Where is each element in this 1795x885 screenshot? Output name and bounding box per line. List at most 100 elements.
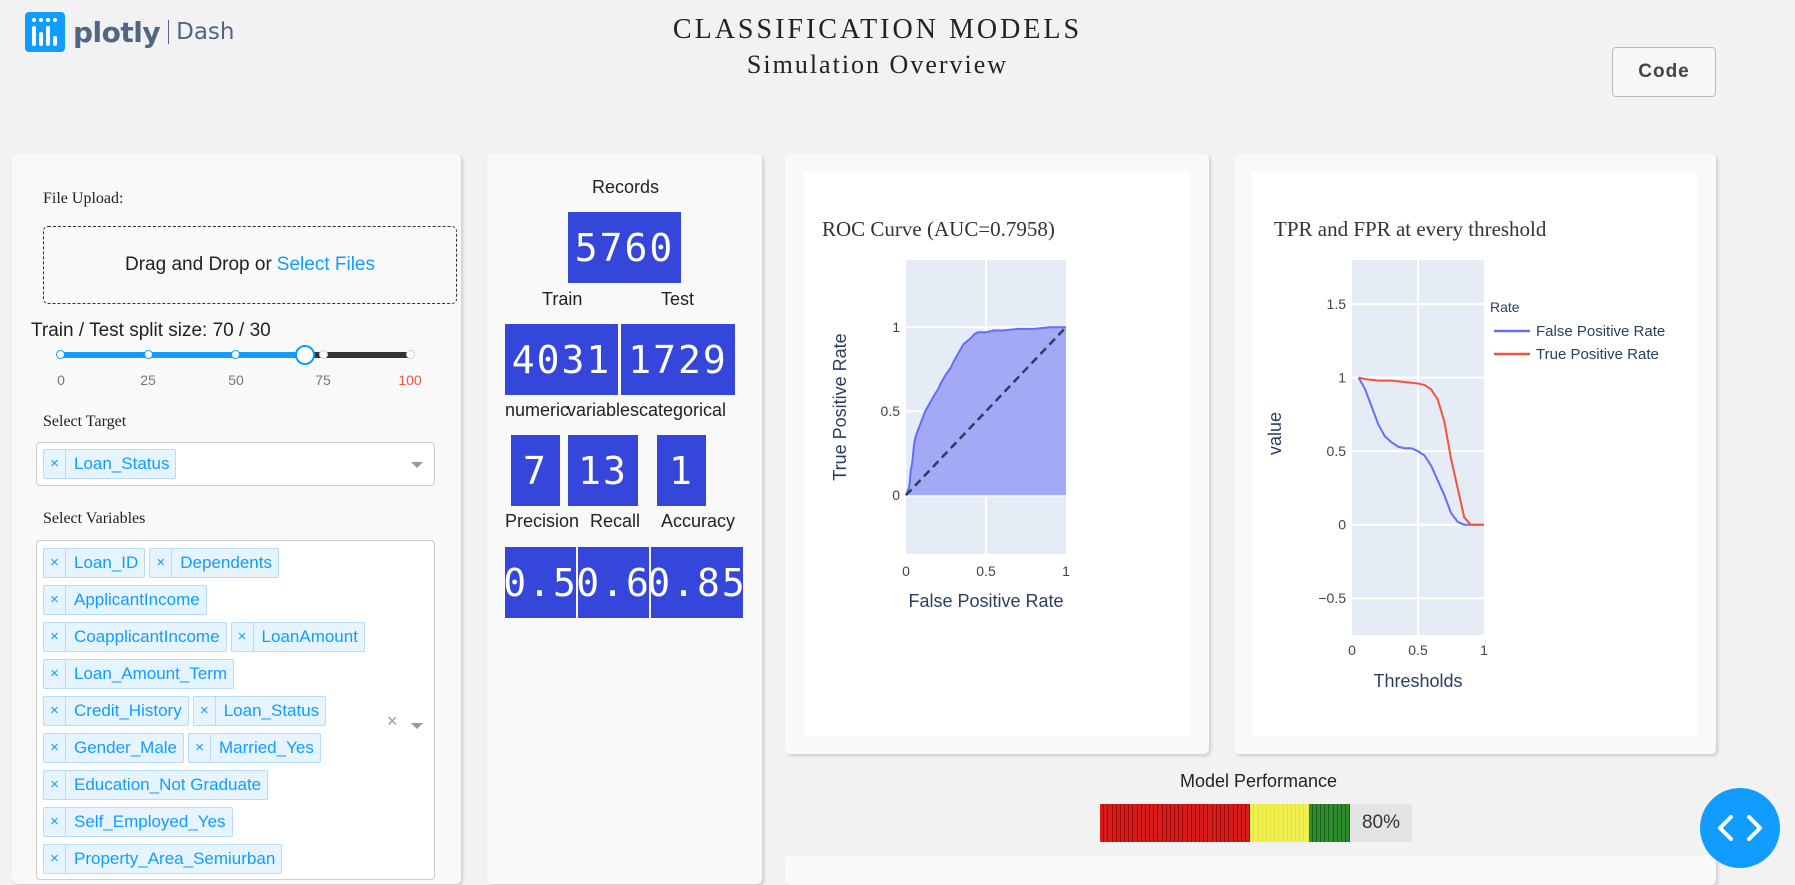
accuracy-display: 0.85 (647, 547, 745, 618)
target-dropdown[interactable]: × Loan_Status (36, 442, 435, 486)
remove-chip-icon[interactable]: × (232, 623, 254, 651)
code-button[interactable]: Code (1612, 47, 1716, 97)
product-name: Dash (176, 19, 235, 45)
y-tick-label: 0 (1338, 517, 1346, 533)
chip-label: Loan_Status (74, 454, 170, 473)
gauge-segment (1250, 804, 1255, 842)
gauge-segment (1183, 804, 1188, 842)
slider-tick-label: 0 (57, 372, 65, 388)
remove-chip-icon[interactable]: × (44, 697, 66, 725)
gauge-segment (1283, 804, 1288, 842)
remove-chip-icon[interactable]: × (189, 734, 212, 762)
gauge-segment (1321, 804, 1326, 842)
legend-item: True Positive Rate (1536, 346, 1659, 363)
file-upload-dropzone[interactable]: Drag and Drop or Select Files (43, 226, 457, 304)
upload-text: Drag and Drop or (125, 254, 272, 275)
remove-chip-icon[interactable]: × (44, 660, 66, 688)
series-line-1 (1358, 376, 1484, 526)
gauge-segment (1246, 804, 1251, 842)
gauge-segment (1241, 804, 1247, 842)
gauge-segment (1337, 804, 1342, 842)
chevron-down-icon[interactable] (411, 462, 423, 468)
roc-chart[interactable]: 0 0.5 1 0 0.5 1 False Positive Rate True Positi… (785, 154, 1209, 754)
remove-chip-icon[interactable]: × (44, 450, 66, 478)
y-tick-label: 1.5 (1327, 296, 1347, 312)
chevron-down-icon[interactable] (411, 723, 423, 729)
gauge-segment (1220, 804, 1226, 842)
gauge-segment (1304, 804, 1309, 842)
variable-chip: × CoapplicantIncome (43, 622, 227, 652)
gauge-segment (1308, 804, 1313, 842)
x-tick-label: 1 (1062, 563, 1070, 579)
code-toggle-button[interactable] (1700, 788, 1780, 868)
target-chip: × Loan_Status (43, 449, 177, 479)
chip-label: CoapplicantIncome (74, 627, 220, 646)
roc-chart-title: ROC Curve (AUC=0.7958) (822, 217, 1055, 241)
select-target-label: Select Target (43, 413, 127, 430)
variables-display: 13 (568, 435, 638, 506)
remove-chip-icon[interactable]: × (194, 697, 216, 725)
slider-tick-dot (406, 350, 415, 359)
variable-chip: × Married_Yes (188, 733, 321, 763)
accuracy-label: Accuracy (661, 511, 736, 531)
chip-label: Property_Area_Semiurban (74, 849, 276, 868)
test-label: Test (661, 289, 695, 309)
gauge-segment (1333, 804, 1338, 842)
slider-tick-dot (56, 350, 65, 359)
page-subtitle: Simulation Overview (746, 50, 1009, 79)
gauge-segment (1191, 804, 1196, 842)
gauge-segment (1158, 804, 1163, 842)
slider-tick-dot (319, 350, 328, 359)
series-line-0 (1357, 377, 1484, 526)
remove-chip-icon[interactable]: × (44, 808, 66, 836)
chip-row: × CoapplicantIncome × LoanAmount (43, 619, 383, 656)
gauge-segment (1325, 804, 1330, 842)
gauge-segment (1216, 804, 1221, 842)
gauge-segment (1137, 804, 1142, 842)
recall-label: Recall (590, 511, 641, 531)
split-size-label: Train / Test split size: 70 / 30 (31, 320, 271, 341)
remove-chip-icon[interactable]: × (44, 771, 66, 799)
gauge-segment (1266, 804, 1272, 842)
remove-chip-icon[interactable]: × (44, 623, 66, 651)
gauge-segment (1141, 804, 1146, 842)
gauge-segment (1200, 804, 1205, 842)
gauge-segment (1162, 804, 1167, 842)
select-files-link[interactable]: Select Files (276, 254, 375, 275)
gauge-segment (1187, 804, 1192, 842)
chip-label: Married_Yes (219, 738, 314, 757)
gauge-segment (1316, 804, 1322, 842)
gauge-segment (1175, 804, 1180, 842)
recall-display: 0.6 (576, 547, 649, 618)
variable-chip: × Credit_History (43, 696, 189, 726)
page-title: CLASSIFICATION MODELS (672, 14, 1083, 45)
remove-chip-icon[interactable]: × (44, 734, 66, 762)
gauge-segment (1254, 804, 1259, 842)
remove-chip-icon[interactable]: × (44, 845, 66, 873)
variable-chip: × Education_Not Graduate (43, 770, 269, 800)
chip-row: × Loan_Amount_Term (43, 656, 383, 693)
train-label: Train (542, 289, 583, 309)
variable-chip: × ApplicantIncome (43, 585, 207, 615)
remove-chip-icon[interactable]: × (44, 586, 66, 614)
numeric-display: 7 (511, 435, 560, 506)
threshold-chart-title: TPR and FPR at every threshold (1274, 217, 1547, 241)
split-slider-handle[interactable] (295, 345, 315, 365)
categorical-display: 1 (657, 435, 706, 506)
threshold-chart[interactable]: 0 0.5 1 −0.5 0 0.5 1 1.5 Thresholds value Rate Fals… (1234, 154, 1716, 754)
chip-label: Credit_History (74, 701, 182, 720)
variables-dropdown[interactable]: × Loan_ID × Dependents × ApplicantIncome × Coap… (36, 540, 435, 880)
variable-chip: × Loan_ID (43, 548, 146, 578)
select-variables-label: Select Variables (43, 510, 146, 527)
chip-row: × Credit_History × Loan_Status (43, 693, 383, 730)
variable-chip: × Gender_Male (43, 733, 185, 763)
variables-chip-list: × Loan_ID × Dependents × ApplicantIncome × Coap… (43, 545, 383, 878)
variable-chip: × Self_Employed_Yes (43, 807, 233, 837)
precision-label: Precision (505, 511, 580, 531)
variable-chip: × Loan_Status (192, 696, 327, 726)
remove-chip-icon[interactable]: × (150, 549, 173, 577)
clear-all-icon[interactable]: × (387, 711, 398, 731)
remove-chip-icon[interactable]: × (44, 549, 66, 577)
gauge-segment (1116, 804, 1121, 842)
variable-chip: × Dependents (149, 548, 279, 578)
